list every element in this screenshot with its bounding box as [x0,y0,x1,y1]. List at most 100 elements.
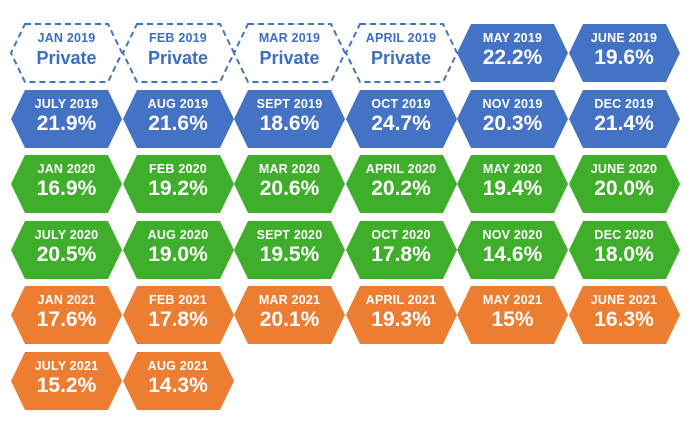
tile-month-label: AUG 2020 [147,227,209,242]
hexagon-shape [11,89,122,148]
tile-month-label: JUNE 2019 [590,31,658,45]
tile-month-label: DEC 2020 [594,227,654,242]
hex-tile: JULY 2020 20.5% [10,220,123,280]
tile-value: 19.4% [482,177,543,200]
hexagon-shape [234,286,345,344]
hexagon-shape [568,155,680,213]
hexagon-shape [568,24,680,82]
tile-value: 16.3% [594,308,654,331]
hex-tile: MAY 2019 22.2% [456,23,569,83]
tile-month-label: NOV 2019 [482,96,543,111]
hexagon-shape [345,286,457,344]
hex-tile: JULY 2021 15.2% [10,351,123,411]
hexagon-shape [122,286,234,344]
tile-value: 20.5% [36,242,97,266]
hexagon-shape [11,220,122,279]
tile-month-label: JAN 2021 [37,293,96,307]
hex-tile: JAN 2019 Private [10,23,123,83]
hex-tile: MAY 2021 15% [456,285,569,345]
hex-tile: NOV 2019 20.3% [456,89,569,149]
hex-tile: MAR 2021 20.1% [233,285,346,345]
hexagon-shape [457,220,568,279]
tile-value: 20.2% [371,177,431,200]
hex-tile: NOV 2020 14.6% [456,220,569,280]
hexagon-shape [122,220,234,279]
hex-tile: SEPT 2019 18.6% [233,89,346,149]
hexagon-shape [457,155,568,213]
tile-month-label: APRIL 2019 [365,31,437,45]
hexagon-shape [234,89,345,148]
hex-tile: APRIL 2019 Private [344,23,458,83]
tile-value: 21.6% [148,111,208,135]
hexagon-shape [233,23,346,83]
hexagon-shape [234,220,345,279]
hexagon-shape [122,351,234,410]
hex-tile: AUG 2019 21.6% [122,89,235,149]
tile-value: Private [147,48,209,68]
hex-tile: JAN 2020 16.9% [10,154,123,214]
tile-month-label: MAR 2020 [258,162,321,176]
tile-month-label: JUNE 2020 [590,162,658,176]
tile-value: 22.2% [482,46,543,69]
hexagon-shape [11,286,122,344]
hexagon-shape [345,89,457,148]
hex-tile: SEPT 2020 19.5% [233,220,346,280]
tile-value: 14.3% [148,373,208,397]
hexagon-shape [457,286,568,344]
tile-month-label: APRIL 2021 [365,293,437,307]
tile-value: 20.3% [482,111,543,135]
hexagon-shape [11,155,122,213]
hex-tile: DEC 2019 21.4% [568,89,681,149]
hex-tile: JAN 2021 17.6% [10,285,123,345]
tile-value: 21.4% [594,111,654,135]
hex-tile: FEB 2021 17.8% [122,285,235,345]
tile-value: 20.6% [259,177,320,200]
hexagon-shape [10,23,123,83]
tile-value: 20.0% [594,177,654,200]
tile-month-label: MAR 2019 [258,31,321,45]
tile-value: 19.2% [148,177,208,200]
hexagon-shape [121,23,235,83]
tile-value: 21.9% [36,111,97,135]
hex-tile: FEB 2020 19.2% [122,154,235,214]
tile-value: 19.3% [371,308,431,331]
hex-tile: JULY 2019 21.9% [10,89,123,149]
tile-value: 16.9% [36,177,97,200]
hexagon-shape [457,24,568,82]
tile-month-label: FEB 2019 [149,31,207,45]
tile-month-label: JULY 2021 [34,358,99,373]
tile-month-label: FEB 2020 [149,162,207,176]
tile-value: 19.0% [148,242,208,266]
tile-value: 15.2% [36,373,97,397]
hex-tile: OCT 2020 17.8% [345,220,458,280]
tile-month-label: OCT 2019 [371,96,431,111]
tile-month-label: OCT 2020 [371,227,431,242]
hexagon-shape [234,155,345,213]
hexagon-shape [568,220,680,279]
hexagon-shape [568,89,680,148]
tile-value: Private [36,48,97,68]
tile-month-label: FEB 2021 [149,293,207,307]
hex-tile: DEC 2020 18.0% [568,220,681,280]
hex-tile: JUNE 2020 20.0% [568,154,681,214]
tile-month-label: APRIL 2020 [365,162,437,176]
tile-month-label: MAR 2021 [258,293,321,307]
tile-value: 18.6% [259,111,320,135]
tile-month-label: AUG 2021 [147,358,209,373]
tile-value: 19.5% [259,242,320,266]
hexagon-shape [345,155,457,213]
hex-tile: AUG 2020 19.0% [122,220,235,280]
hexagon-shape [122,155,234,213]
tile-month-label: JAN 2020 [37,162,96,176]
hex-tile: AUG 2021 14.3% [122,351,235,411]
tile-month-label: AUG 2019 [147,96,209,111]
tile-value: 17.8% [148,308,208,331]
tile-month-label: MAY 2021 [482,293,543,307]
hexagon-shape [345,220,457,279]
tile-month-label: JULY 2020 [34,227,99,242]
tile-month-label: NOV 2020 [482,227,543,242]
tile-month-label: JAN 2019 [37,31,96,45]
tile-value: 18.0% [594,242,654,266]
hex-tile: FEB 2019 Private [121,23,235,83]
hexagon-shape [457,89,568,148]
